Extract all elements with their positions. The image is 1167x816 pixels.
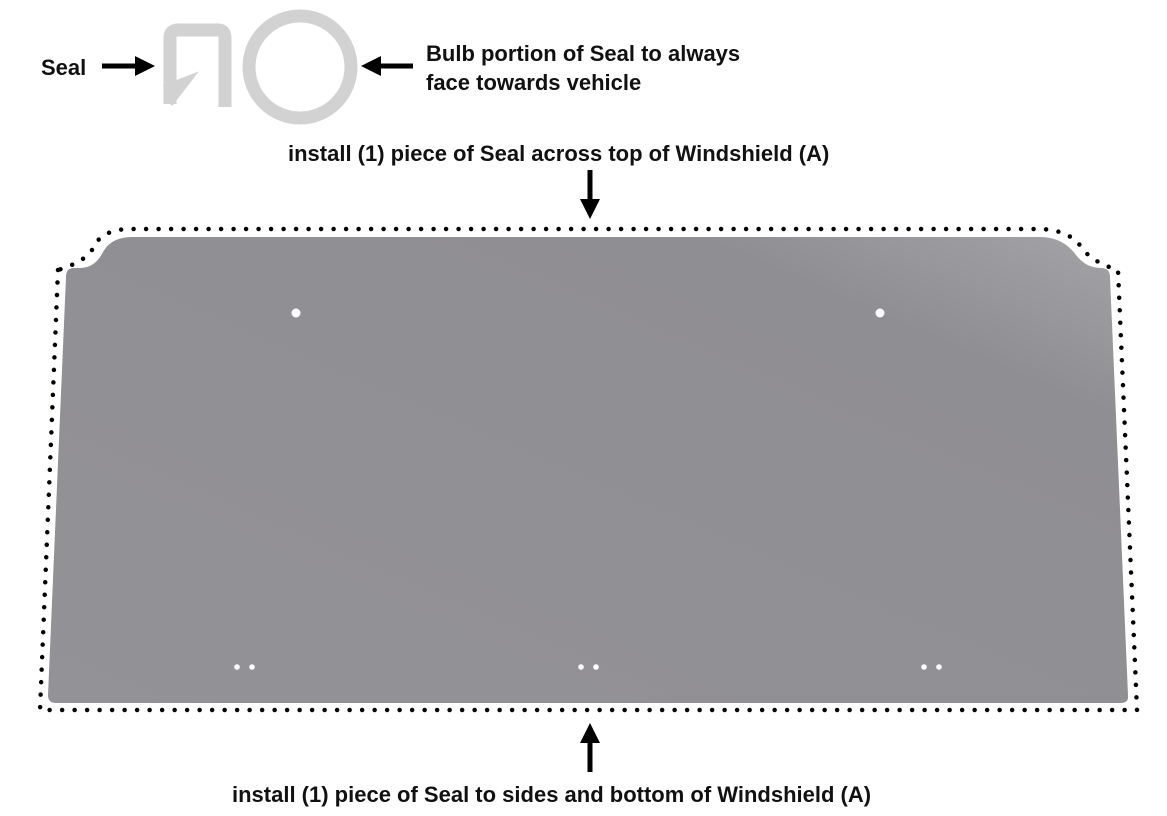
bottom-instruction: install (1) piece of Seal to sides and b… <box>232 782 872 807</box>
mounting-hole <box>936 664 942 670</box>
seal-label: Seal <box>41 55 87 80</box>
windshield-a <box>48 237 1129 703</box>
seal-profile-icon <box>162 9 358 125</box>
mounting-hole <box>291 308 301 318</box>
mounting-hole <box>593 664 599 670</box>
seal-path-outline <box>37 226 1140 713</box>
mounting-hole <box>234 664 240 670</box>
top-instruction: install (1) piece of Seal across top of … <box>288 141 830 166</box>
mounting-hole <box>875 308 885 318</box>
mounting-hole <box>578 664 584 670</box>
bulb-label-line1: Bulb portion of Seal to always <box>426 41 741 66</box>
mounting-hole <box>921 664 927 670</box>
bulb-label-line2: face towards vehicle <box>426 70 642 95</box>
mounting-holes <box>234 308 942 670</box>
mounting-hole <box>249 664 255 670</box>
